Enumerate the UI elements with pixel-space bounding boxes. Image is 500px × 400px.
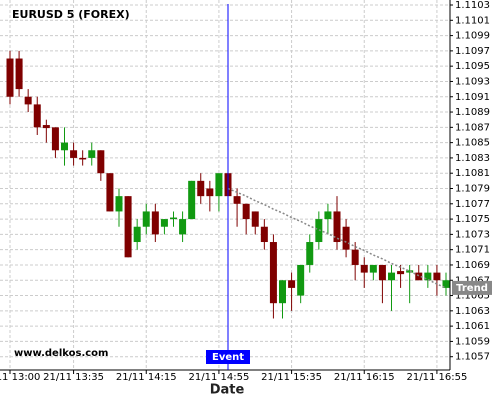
y-tick-label: 1.1103 [455,0,490,11]
candle-body [142,211,150,227]
candle-body [124,196,132,258]
candle-body [251,211,259,227]
event-label-box [206,350,250,364]
candle-body [197,180,205,197]
candle-body [424,272,432,281]
y-tick-label: 1.1073 [455,229,490,240]
y-tick-label: 1.1087 [455,122,490,133]
candle-body [388,272,395,281]
candle-body [378,264,386,281]
x-tick-label: 21/11 13:35 [43,372,104,383]
candle-body [297,264,305,296]
y-tick-label: 1.1089 [455,107,490,118]
x-tick-label: 21/11 15:35 [261,372,322,383]
candle-body [260,226,268,243]
y-tick-label: 1.1091 [455,92,490,103]
candle-body [51,127,59,151]
y-tick-label: 1.1079 [455,184,490,195]
y-tick-label: 1.1063 [455,306,490,317]
x-tick-label: 21/11 16:55 [407,372,468,383]
candle-body [133,226,141,243]
candle-body [288,280,296,288]
candle-body [151,211,159,235]
y-tick-label: 1.1077 [455,199,490,210]
y-tick-label: 1.1101 [455,15,490,26]
y-tick-label: 1.1075 [455,214,490,225]
y-tick-label: 1.1061 [455,321,490,332]
candle-body [15,58,23,90]
x-tick-label: 21/11 14:55 [189,372,250,383]
candle-body [324,211,332,220]
y-tick-label: 1.1065 [455,291,490,302]
trend-label-box [452,280,492,295]
candle-body [279,280,286,304]
chart-title: EURUSD 5 (FOREX) [12,8,130,21]
marks [6,50,450,319]
candle-body [70,150,78,158]
y-tick-label: 1.1093 [455,76,490,87]
candle-body [306,242,314,265]
y-tick-label: 1.1069 [455,260,490,271]
candle-body [215,173,223,197]
candle-body [397,271,405,275]
candle-body [179,219,187,235]
y-tick-label: 1.1067 [455,275,490,286]
candle-body [342,226,350,250]
event-label: Event [212,352,244,363]
candle-body [170,217,177,220]
candle-body [360,264,368,273]
candle-body [351,249,359,265]
candle-body [79,157,87,160]
candle-body [188,180,196,220]
candle-body [206,188,214,197]
x-tick-label: 21/11 13:00 [0,372,40,383]
candle-body [33,104,41,128]
candle-body [406,270,414,273]
watermark: www.delkos.com [14,348,108,359]
candle-body [233,196,241,204]
x-tick-label: 21/11 16:15 [334,372,395,383]
candle-body [61,142,68,151]
x-tick-label: 21/11 14:15 [116,372,177,383]
candle-body [106,173,114,212]
candle-body [24,96,32,105]
candle-body [269,242,277,304]
candle-body [115,196,123,212]
candle-body [6,58,14,97]
candle-body [42,125,50,129]
y-tick-label: 1.1095 [455,61,490,72]
y-tick-label: 1.1059 [455,336,490,347]
y-tick-label: 1.1083 [455,153,490,164]
y-tick-label: 1.1085 [455,138,490,149]
x-axis-title: Date [210,383,245,398]
candle-body [88,150,96,158]
y-tick-label: 1.1097 [455,46,490,57]
candle-body [97,150,105,174]
candle-body [242,203,250,220]
trend-label: Trend [456,283,488,294]
y-tick-label: 1.1099 [455,31,490,42]
candle-body [160,219,168,227]
y-tick-label: 1.1057 [455,352,490,363]
y-tick-label: 1.1071 [455,245,490,256]
candle-body [369,264,377,273]
y-tick-label: 1.1081 [455,168,490,179]
candle-body [433,272,441,281]
candle-body [415,272,423,281]
candle-body [333,211,341,243]
candle-body [442,280,450,288]
